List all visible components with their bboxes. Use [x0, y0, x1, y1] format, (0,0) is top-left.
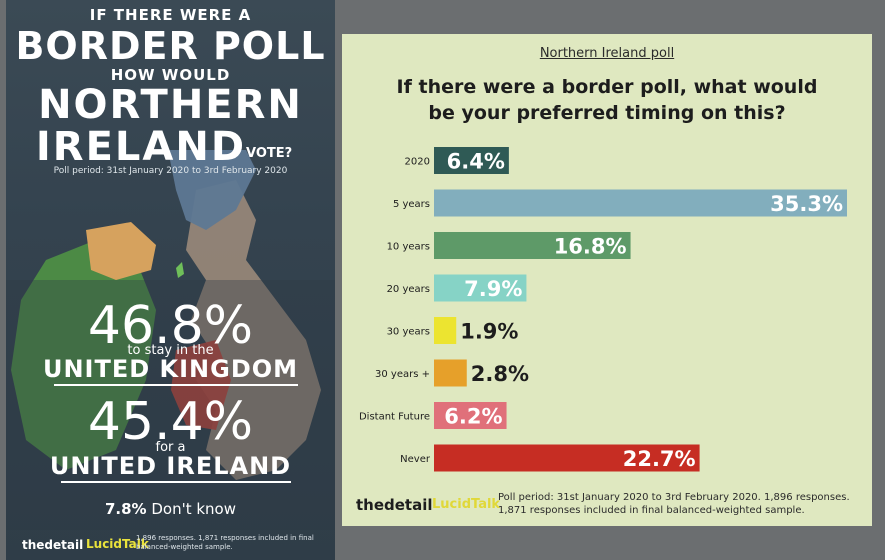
poster-brand-detail: thedetail — [22, 538, 84, 552]
category-label: 2020 — [405, 157, 430, 168]
poster-line-3: HOW WOULD — [110, 66, 231, 84]
map-illustration — [6, 150, 335, 530]
lucidtalk-logo: LucidTalk — [432, 497, 501, 512]
value-label: 1.9% — [460, 320, 518, 344]
dont-know-label: Don't know — [151, 500, 237, 518]
poster-footnote: 1,896 responses. 1,871 responses include… — [136, 534, 314, 551]
chart-subtitle: Northern Ireland poll — [539, 46, 675, 61]
chart-note-line-2: 1,871 responses included in final balanc… — [498, 505, 805, 516]
category-label: Never — [400, 454, 431, 465]
poster-line-2: BORDER POLL — [15, 24, 326, 68]
bar — [434, 189, 847, 217]
thedetail-logo: thedetail — [356, 496, 433, 514]
category-label: 30 years — [387, 327, 430, 338]
value-label: 6.2% — [444, 405, 502, 429]
uk-underline — [54, 384, 298, 386]
poster-line-6: VOTE? — [246, 146, 293, 161]
value-label: 2.8% — [471, 362, 529, 386]
ireland-shape — [11, 240, 156, 470]
chart-title-line-2: be your preferred timing on this? — [428, 102, 786, 124]
category-label: Distant Future — [359, 412, 430, 423]
uk-subtext: to stay in the — [127, 343, 214, 358]
bar — [434, 274, 527, 302]
chart-title-line-1: If there were a border poll, what would — [396, 76, 818, 98]
chart-panel: 2020 6.4% 5 years 35.3% 10 years 16.8% 20 year… — [342, 34, 872, 526]
poster-line-5: IRELAND — [35, 124, 247, 170]
value-label: 35.3% — [770, 192, 843, 216]
ui-underline — [61, 481, 291, 483]
scotland-shape — [168, 150, 256, 230]
bar — [434, 359, 467, 387]
value-label: 22.7% — [623, 447, 696, 471]
category-label: 30 years + — [375, 369, 430, 380]
dont-know-pct: 7.8% — [104, 500, 147, 518]
value-label: 6.4% — [447, 150, 505, 174]
poster-brand-lucid: LucidTalk — [86, 537, 149, 551]
dont-know-line: 7.8% Don't know — [6, 500, 335, 518]
uk-percentage: 46.8% — [87, 296, 254, 356]
poster-panel: IF THERE WERE A BORDER POLL HOW WOULD NO… — [6, 0, 335, 560]
value-label: 7.9% — [464, 277, 522, 301]
uk-name: UNITED KINGDOM — [42, 355, 299, 383]
category-label: 20 years — [387, 284, 430, 295]
chart-note-line-1: Poll period: 31st January 2020 to 3rd Fe… — [498, 492, 850, 503]
bar — [434, 147, 509, 174]
value-label: 16.8% — [554, 235, 627, 259]
poster-poll-period: Poll period: 31st January 2020 to 3rd Fe… — [53, 166, 288, 176]
bar — [434, 232, 631, 259]
bar — [434, 444, 700, 472]
ui-percentage: 45.4% — [87, 392, 254, 452]
isle-of-man-shape — [176, 262, 184, 278]
category-label: 10 years — [387, 242, 430, 253]
category-label: 5 years — [393, 199, 430, 210]
bar — [434, 402, 507, 429]
ui-name: UNITED IRELAND — [49, 452, 292, 480]
bar — [434, 317, 457, 344]
poster-line-4: NORTHERN — [38, 82, 303, 128]
northern-ireland-shape — [86, 222, 156, 280]
poster-line-1: IF THERE WERE A — [89, 6, 252, 24]
bar-chart: 2020 6.4% 5 years 35.3% 10 years 16.8% 20 year… — [359, 147, 847, 472]
ui-subtext: for a — [155, 440, 186, 455]
